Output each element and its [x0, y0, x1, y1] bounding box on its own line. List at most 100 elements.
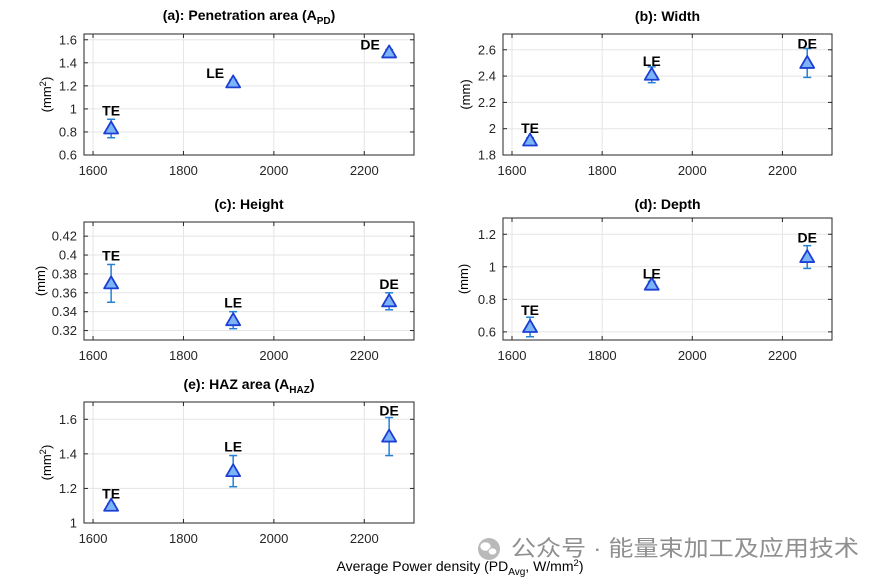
y-axis-label-text: (mm) — [33, 266, 48, 296]
point-label-te: TE — [102, 247, 120, 263]
panel-title: (e): HAZ area (AHAZ) — [183, 376, 314, 396]
point-label-le: LE — [206, 65, 224, 81]
panel-title: (b): Width — [635, 8, 700, 24]
x-tick-label: 2000 — [259, 531, 288, 546]
marker-te — [103, 275, 120, 290]
point-label-de: DE — [797, 35, 816, 51]
point-label-de: DE — [360, 37, 379, 53]
marker-te — [103, 120, 120, 135]
marker-de — [381, 293, 398, 308]
plot-area — [503, 34, 832, 155]
x-tick-label: 1600 — [498, 348, 527, 363]
x-axis-label-text: Average Power density (PD — [337, 558, 509, 574]
panel-title: (d): Depth — [634, 196, 700, 212]
plot-area — [503, 218, 832, 340]
x-axis-label-superscript: 2 — [574, 558, 579, 569]
x-axis-label-units: , W/mm — [525, 558, 573, 574]
watermark-text: 公众号 · 能量束加工及应用技术 — [511, 536, 859, 561]
y-tick-label: 1.2 — [478, 227, 496, 242]
y-axis-label-text: (mm — [39, 454, 54, 480]
axes-box — [83, 401, 415, 524]
marker-te — [522, 132, 538, 147]
y-tick-label: 0.36 — [52, 285, 77, 300]
x-tick-label: 1600 — [498, 163, 527, 178]
y-tick-label: 2.6 — [478, 42, 496, 57]
panel-width: 1600 1800 2000 2200 1.8 2 2.2 2.4 2.6 (b): Width (… — [458, 8, 833, 178]
y-tick-label: 0.4 — [59, 248, 77, 263]
panel-title: (a): Penetration area (APD) — [163, 7, 336, 27]
axes-box — [83, 33, 415, 156]
x-tick-label: 1800 — [169, 531, 198, 546]
marker-le — [225, 74, 242, 89]
y-tick-label: 0.34 — [52, 304, 77, 319]
y-tick-label: 1.6 — [59, 32, 77, 47]
marker-te — [103, 497, 120, 512]
x-tick-label: 1800 — [169, 348, 198, 363]
y-tick-label: 2.2 — [478, 95, 496, 110]
panel-title-subscript: PD — [317, 16, 331, 27]
point-label-le: LE — [643, 53, 661, 69]
x-tick-label: 2200 — [350, 531, 379, 546]
x-tick-label: 2000 — [678, 348, 707, 363]
y-axis-label-text: (mm — [39, 86, 54, 112]
y-axis-label: (mm) — [458, 79, 473, 109]
x-tick-label: 1600 — [79, 348, 108, 363]
point-label-de: DE — [379, 403, 398, 419]
y-tick-label: 2 — [489, 121, 496, 136]
y-axis-label-text: (mm) — [456, 264, 471, 294]
y-tick-label: 1 — [70, 101, 77, 116]
x-tick-label: 1600 — [79, 163, 108, 178]
wechat-icon — [478, 538, 500, 560]
y-tick-label: 1.2 — [59, 481, 77, 496]
x-tick-label: 1800 — [588, 348, 617, 363]
y-axis-label-superscript: 2 — [38, 449, 49, 454]
x-tick-label: 2000 — [678, 163, 707, 178]
point-label-te: TE — [521, 120, 539, 136]
y-tick-label: 1 — [70, 516, 77, 531]
panel-title-end: ) — [310, 376, 315, 392]
watermark: 公众号 · 能量束加工及应用技术 — [478, 536, 859, 561]
marker-de — [381, 44, 398, 59]
marker-le — [643, 276, 660, 291]
marker-de — [799, 249, 816, 263]
panel-title-end: ) — [331, 7, 336, 23]
y-tick-label: 0.6 — [478, 324, 496, 339]
x-tick-label: 1800 — [169, 163, 198, 178]
x-tick-label: 2200 — [768, 348, 797, 363]
x-tick-label: 2200 — [768, 163, 797, 178]
x-axis-label: Average Power density (PDAvg, W/mm2) — [337, 558, 584, 578]
point-label-de: DE — [797, 230, 816, 246]
axes-box — [502, 217, 833, 341]
y-axis-label: (mm) — [456, 264, 471, 294]
marker-le — [225, 463, 242, 478]
point-label-te: TE — [102, 102, 120, 118]
marker-le — [643, 66, 660, 81]
y-tick-label: 1.4 — [59, 55, 77, 70]
panel-title-text: (c): Height — [214, 196, 284, 212]
y-axis-label: (mm) — [33, 266, 48, 296]
y-tick-label: 0.42 — [52, 229, 77, 244]
y-axis-label-text: (mm) — [458, 79, 473, 109]
marker-de — [381, 428, 398, 443]
point-label-le: LE — [224, 439, 242, 455]
y-tick-label: 0.8 — [478, 292, 496, 307]
y-tick-label: 2.4 — [478, 69, 496, 84]
panel-haz-area: 1600 1800 2000 2200 1 1.2 1.4 1.6 (e): HAZ area … — [38, 376, 415, 546]
x-tick-label: 2000 — [259, 163, 288, 178]
wechat-icon-bubble-small — [487, 547, 498, 556]
plot-area — [84, 34, 414, 155]
y-tick-label: 0.8 — [59, 124, 77, 139]
point-label-le: LE — [224, 295, 242, 311]
marker-te — [522, 319, 538, 333]
panel-title-text: (e): HAZ area (A — [183, 376, 289, 392]
x-axis-label-subscript: Avg — [508, 567, 525, 578]
y-tick-label: 1.2 — [59, 78, 77, 93]
x-tick-label: 1800 — [588, 163, 617, 178]
axes-box — [502, 33, 833, 156]
y-axis-label-end: ) — [39, 445, 54, 449]
point-label-te: TE — [521, 302, 539, 318]
plot-area — [84, 402, 414, 523]
x-tick-label: 1600 — [79, 531, 108, 546]
y-axis-label-superscript: 2 — [38, 81, 49, 86]
